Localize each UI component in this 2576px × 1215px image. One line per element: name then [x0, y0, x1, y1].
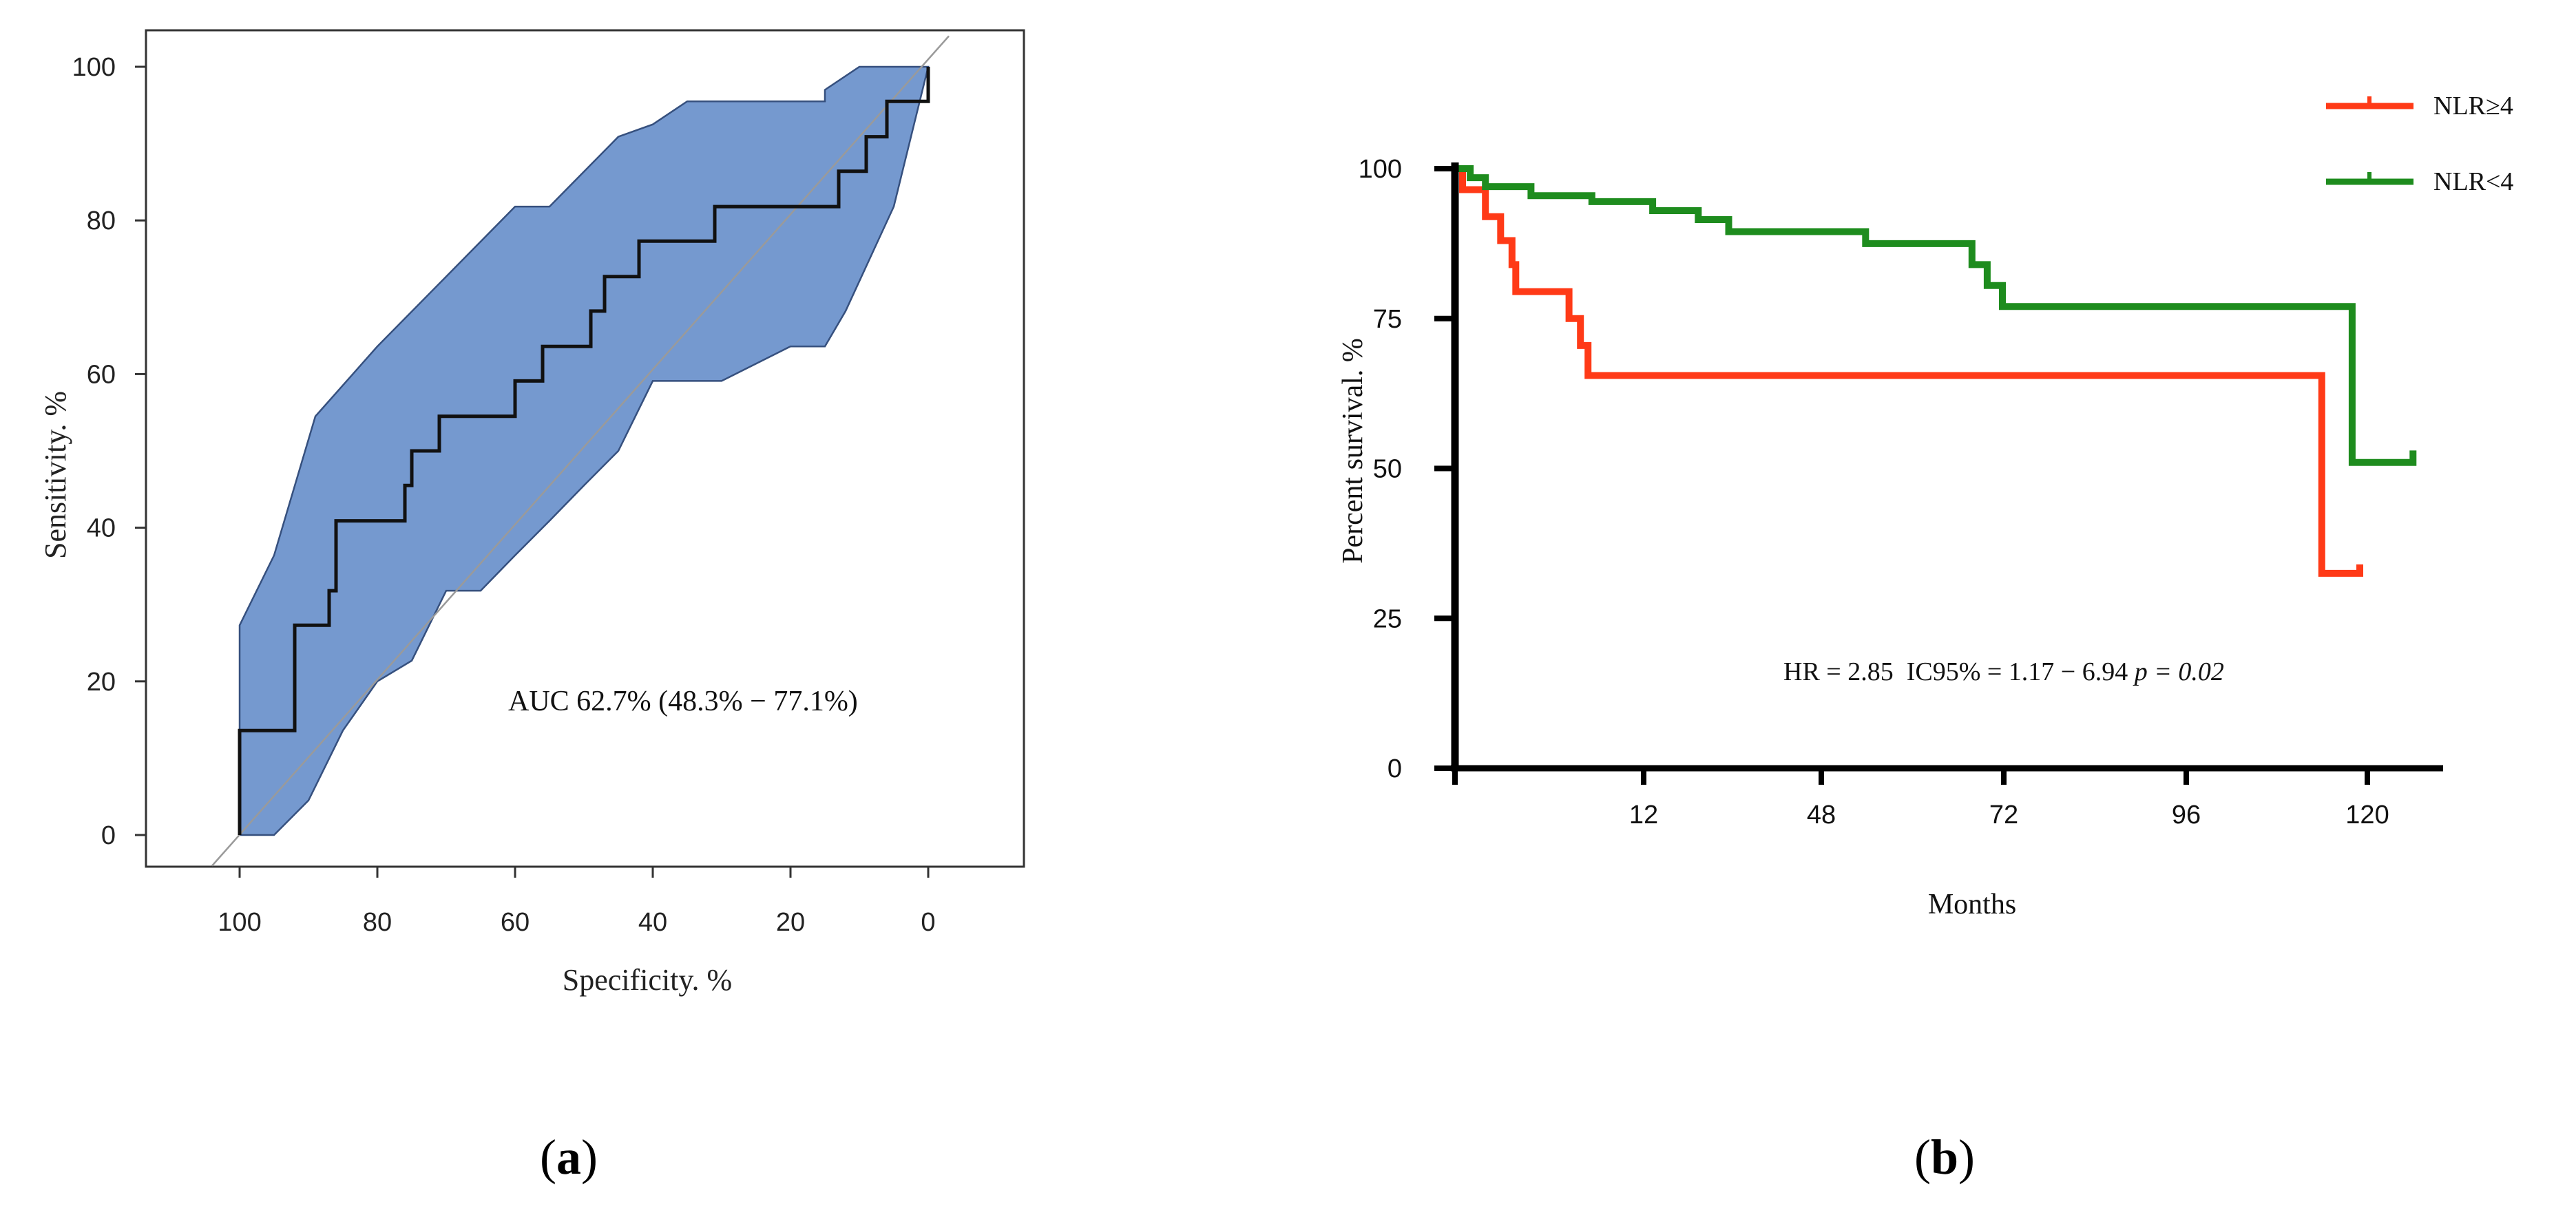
km-stats-annotation: HR = 2.85 IC95% = 1.17 − 6.94 p = 0.02: [1783, 657, 2224, 686]
roc-y-axis-label: Sensitivity. %: [39, 391, 72, 559]
km-legend-label-nlr-low: NLR<4: [2433, 167, 2513, 196]
roc-x-axis-label: Specificity. %: [563, 963, 732, 997]
roc-x-tick-label: 100: [218, 908, 261, 937]
roc-x-tick-label: 60: [501, 908, 530, 937]
km-p-value: = 0.02: [2154, 657, 2224, 686]
roc-y-tick-label: 100: [72, 53, 116, 82]
roc-x-tick-label: 40: [638, 908, 667, 937]
roc-x-tick-label: 80: [363, 908, 392, 937]
panel-label-a-close: ): [581, 1130, 598, 1185]
roc-auc-annotation: AUC 62.7% (48.3% − 77.1%): [508, 686, 858, 717]
km-panel: 12 48 72 96 120 0 25 50 75 100 Months Percent su…: [1337, 92, 2513, 920]
km-y-tick-label: 50: [1373, 455, 1402, 484]
km-y-axis: 0 25 50 75 100: [1359, 155, 1455, 783]
km-legend-item-nlr-high: NLR≥4: [2326, 92, 2513, 120]
km-x-tick-label: 96: [2172, 801, 2201, 830]
roc-x-tick-label: 20: [776, 908, 805, 937]
roc-y-axis: 0 20 40 60 80 100: [72, 53, 146, 850]
roc-y-tick-label: 80: [87, 207, 116, 235]
panel-label-a-letter: a: [556, 1130, 581, 1185]
km-legend-label-nlr-high: NLR≥4: [2433, 92, 2513, 120]
panel-label-a: (a): [540, 1130, 598, 1185]
km-curve-nlr-low: [1455, 165, 2417, 466]
roc-curve: [238, 67, 930, 835]
roc-y-tick-label: 60: [87, 360, 116, 389]
panel-label-b: (b): [1914, 1130, 1975, 1185]
km-y-axis-label: Percent survival. %: [1337, 338, 1369, 564]
roc-plot-frame: [145, 29, 1025, 868]
km-hr: HR = 2.85: [1783, 657, 1894, 686]
roc-x-tick-label: 0: [921, 908, 935, 937]
panel-label-b-letter: b: [1931, 1130, 1958, 1185]
roc-reference-diagonal: [211, 35, 950, 867]
roc-confidence-band: [238, 65, 930, 836]
km-x-tick-label: 120: [2345, 801, 2389, 830]
roc-y-tick-label: 0: [101, 821, 116, 850]
roc-y-tick-label: 20: [87, 668, 116, 697]
km-y-tick-label: 0: [1388, 754, 1402, 783]
km-x-axis: 12 48 72 96 120: [1452, 768, 2389, 830]
km-y-tick-label: 25: [1373, 604, 1402, 633]
km-legend: NLR≥4 NLR<4: [2326, 92, 2513, 196]
panel-label-b-open: (: [1914, 1130, 1931, 1185]
km-ci: IC95% = 1.17 − 6.94: [1907, 657, 2128, 686]
km-y-tick-label: 75: [1373, 305, 1402, 334]
km-x-axis-label: Months: [1928, 889, 2016, 920]
km-legend-item-nlr-low: NLR<4: [2326, 167, 2513, 196]
km-x-tick-label: 12: [1629, 801, 1658, 830]
km-x-tick-label: 72: [1989, 801, 2018, 830]
roc-x-axis: 100 80 60 40 20 0: [218, 867, 936, 937]
roc-y-tick-label: 40: [87, 514, 116, 543]
km-p-label: p: [2133, 657, 2148, 686]
panel-label-a-open: (: [540, 1130, 556, 1185]
km-x-tick-label: 48: [1807, 801, 1836, 830]
km-curve-nlr-high: [1455, 165, 2363, 577]
km-y-tick-label: 100: [1359, 155, 1402, 184]
roc-panel: 100 80 60 40 20 0 0 20 40 60 80 100 Specificity. %…: [39, 29, 1025, 997]
panel-label-b-close: ): [1958, 1130, 1975, 1185]
